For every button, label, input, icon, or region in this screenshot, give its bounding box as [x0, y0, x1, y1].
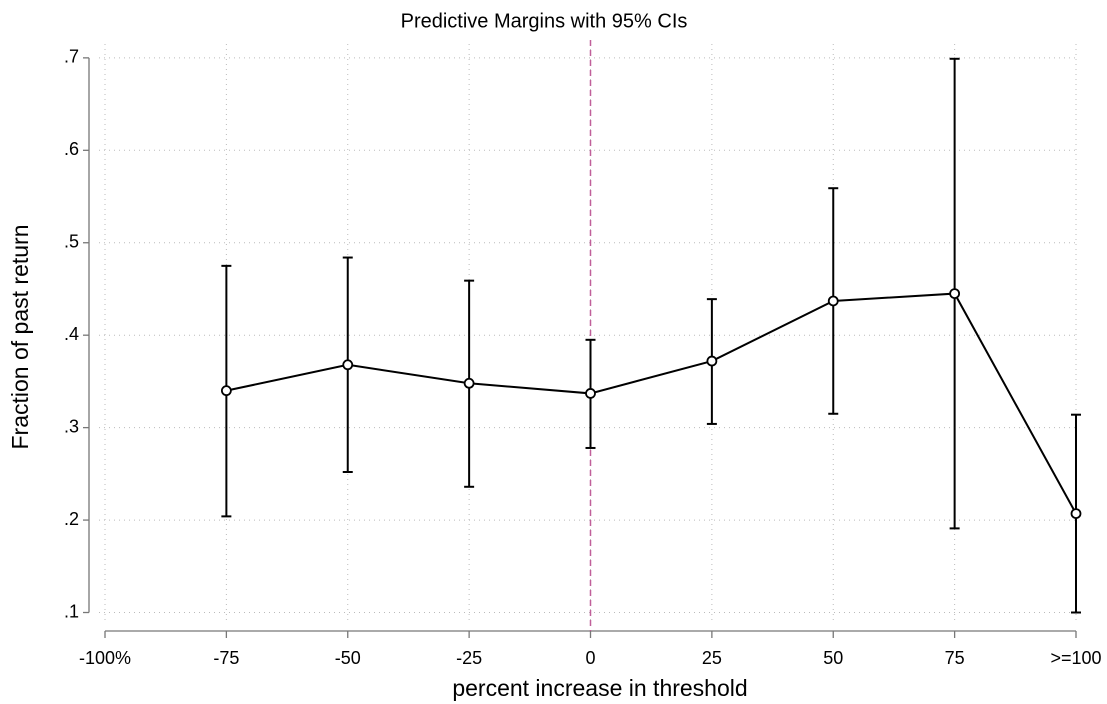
y-axis-title: Fraction of past return [7, 225, 33, 450]
x-axis-title: percent increase in threshold [452, 675, 747, 701]
x-tick-label: 0 [585, 648, 595, 668]
y-tick-label: .4 [64, 324, 79, 344]
y-tick-label: .2 [64, 509, 79, 529]
y-tick-label: .6 [64, 139, 79, 159]
x-tick-label: -75 [213, 648, 239, 668]
y-tick-label: .3 [64, 416, 79, 436]
x-tick-label: 50 [823, 648, 843, 668]
y-tick-label: .7 [64, 47, 79, 67]
x-tick-label: 25 [702, 648, 722, 668]
data-point [706, 355, 718, 367]
x-tick-label: 75 [945, 648, 965, 668]
data-point [585, 388, 596, 399]
data-point [463, 377, 475, 389]
x-tick-label: -100% [79, 648, 131, 668]
x-tick-label: -25 [456, 648, 482, 668]
data-point [827, 295, 839, 307]
chart-title: Predictive Margins with 95% CIs [401, 10, 688, 32]
data-line [226, 292, 1077, 515]
data-point [949, 288, 961, 299]
data-point [1070, 508, 1082, 519]
data-point [220, 385, 232, 397]
x-tick-label: >=100 [1050, 648, 1101, 668]
y-tick-label: .5 [64, 231, 79, 251]
y-tick-label: .1 [64, 601, 79, 621]
data-point [342, 359, 354, 371]
x-tick-label: -50 [335, 648, 361, 668]
